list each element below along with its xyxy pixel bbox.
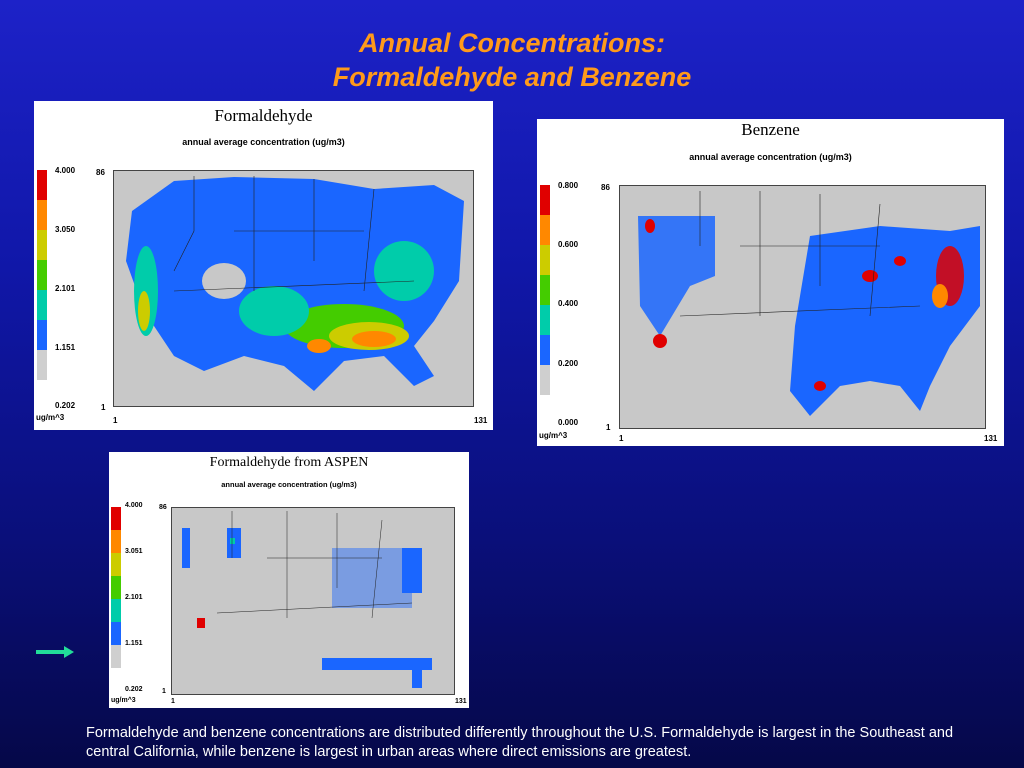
color-scale xyxy=(37,170,47,380)
panel-title: Benzene xyxy=(741,120,800,139)
x-axis-left: 1 xyxy=(113,416,118,425)
concentration-map xyxy=(171,507,455,695)
slide-title-line1: Annual Concentrations: xyxy=(358,28,665,58)
y-axis-bottom: 1 xyxy=(101,403,106,412)
x-axis-right: 131 xyxy=(474,416,488,425)
color-scale xyxy=(111,507,121,668)
scale-tick: 1.151 xyxy=(55,343,76,352)
scale-tick: 0.600 xyxy=(558,240,579,249)
panel-title: Formaldehyde xyxy=(214,106,313,125)
panel-subtitle: annual average concentration (ug/m3) xyxy=(221,480,357,489)
panel-subtitle: annual average concentration (ug/m3) xyxy=(689,152,852,162)
unit-label: ug/m^3 xyxy=(36,413,65,422)
y-axis-top: 86 xyxy=(601,183,610,192)
panel-title: Formaldehyde from ASPEN xyxy=(209,455,369,470)
scale-tick: 2.101 xyxy=(125,594,143,601)
map-plot xyxy=(182,511,432,688)
y-axis-top: 86 xyxy=(159,504,167,511)
x-axis-right: 131 xyxy=(984,434,998,443)
scale-tick: 0.200 xyxy=(558,359,579,368)
concentration-map xyxy=(619,185,986,429)
scale-tick: 3.051 xyxy=(125,548,143,555)
unit-label: ug/m^3 xyxy=(539,431,568,440)
color-scale xyxy=(540,185,550,395)
y-axis-top: 86 xyxy=(96,168,105,177)
scale-tick: 1.151 xyxy=(125,640,143,647)
x-axis-right: 131 xyxy=(455,698,467,705)
aspen-map-panel: Formaldehyde from ASPEN annual average c… xyxy=(109,452,469,708)
benzene-map-panel: Benzene annual average concentration (ug… xyxy=(537,119,1004,446)
right-arrow-icon xyxy=(36,646,74,658)
scale-tick: 0.400 xyxy=(558,299,579,308)
map-plot xyxy=(126,176,464,391)
scale-tick: 3.050 xyxy=(55,225,76,234)
y-axis-bottom: 1 xyxy=(162,688,166,695)
slide-caption: Formaldehyde and benzene concentrations … xyxy=(86,725,954,760)
scale-tick: 2.101 xyxy=(55,284,76,293)
slide-title: Annual Concentrations: Formaldehyde and … xyxy=(0,26,1024,94)
x-axis-left: 1 xyxy=(171,698,175,705)
scale-tick: 4.000 xyxy=(55,166,76,175)
x-axis-left: 1 xyxy=(619,434,624,443)
scale-tick: 4.000 xyxy=(125,502,143,509)
scale-tick: 0.000 xyxy=(558,418,579,427)
scale-tick: 0.202 xyxy=(125,686,143,693)
unit-label: ug/m^3 xyxy=(111,697,136,704)
formaldehyde-map-panel: Formaldehyde annual average concentratio… xyxy=(34,101,493,430)
panel-subtitle: annual average concentration (ug/m3) xyxy=(182,137,345,147)
scale-tick: 0.202 xyxy=(55,401,76,410)
scale-tick: 0.800 xyxy=(558,181,579,190)
map-plot xyxy=(638,191,980,416)
concentration-map xyxy=(113,170,474,407)
slide-title-line2: Formaldehyde and Benzene xyxy=(332,62,692,92)
y-axis-bottom: 1 xyxy=(606,423,611,432)
